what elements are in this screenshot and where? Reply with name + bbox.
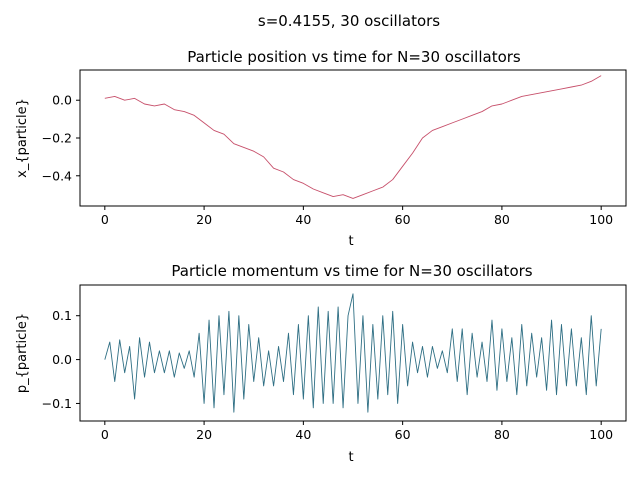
position-x-tick-label: 20 — [196, 212, 212, 227]
momentum-x-tick-label: 80 — [494, 427, 510, 442]
position-x-tick-label: 100 — [589, 212, 613, 227]
position-x-tick-label: 40 — [295, 212, 311, 227]
momentum-x-tick-label: 0 — [101, 427, 109, 442]
position-chart-title: Particle position vs time for N=30 oscil… — [187, 48, 521, 66]
momentum-x-axis-label: t — [348, 450, 353, 465]
momentum-x-tick-label: 20 — [196, 427, 212, 442]
momentum-x-ticks: 0 20 40 60 80 100 — [101, 421, 613, 442]
momentum-y-tick-label: 0.1 — [52, 308, 72, 323]
position-x-tick-label: 0 — [101, 212, 109, 227]
position-x-tick-label: 60 — [395, 212, 411, 227]
momentum-panel: Particle momentum vs time for N=30 oscil… — [15, 262, 627, 465]
position-y-tick-label: −0.4 — [42, 168, 72, 183]
momentum-y-ticks: 0.1 0.0 −0.1 — [42, 308, 80, 411]
momentum-x-tick-label: 40 — [295, 427, 311, 442]
momentum-y-tick-label: 0.0 — [52, 352, 72, 367]
position-x-tick-label: 80 — [494, 212, 510, 227]
momentum-chart-title: Particle momentum vs time for N=30 oscil… — [171, 262, 532, 280]
momentum-x-tick-label: 100 — [589, 427, 613, 442]
momentum-y-tick-label: −0.1 — [42, 396, 72, 411]
momentum-plot-area — [104, 293, 602, 413]
position-y-tick-label: −0.2 — [42, 131, 72, 146]
position-y-tick-label: 0.0 — [52, 93, 72, 108]
position-y-ticks: 0.0 −0.2 −0.4 — [42, 93, 80, 183]
position-series-line — [104, 75, 602, 199]
position-panel: Particle position vs time for N=30 oscil… — [15, 48, 627, 249]
position-plot-area — [104, 75, 602, 199]
momentum-axes-frame — [79, 284, 627, 422]
momentum-y-axis-label: p_{particle} — [15, 313, 30, 393]
position-y-axis-label: x_{particle} — [15, 98, 30, 178]
position-axes-frame — [79, 69, 627, 207]
figure-suptitle: s=0.4155, 30 oscillators — [258, 12, 440, 30]
momentum-x-tick-label: 60 — [395, 427, 411, 442]
momentum-series-line — [104, 293, 602, 413]
position-x-axis-label: t — [348, 234, 353, 249]
position-x-ticks: 0 20 40 60 80 100 — [101, 206, 613, 227]
